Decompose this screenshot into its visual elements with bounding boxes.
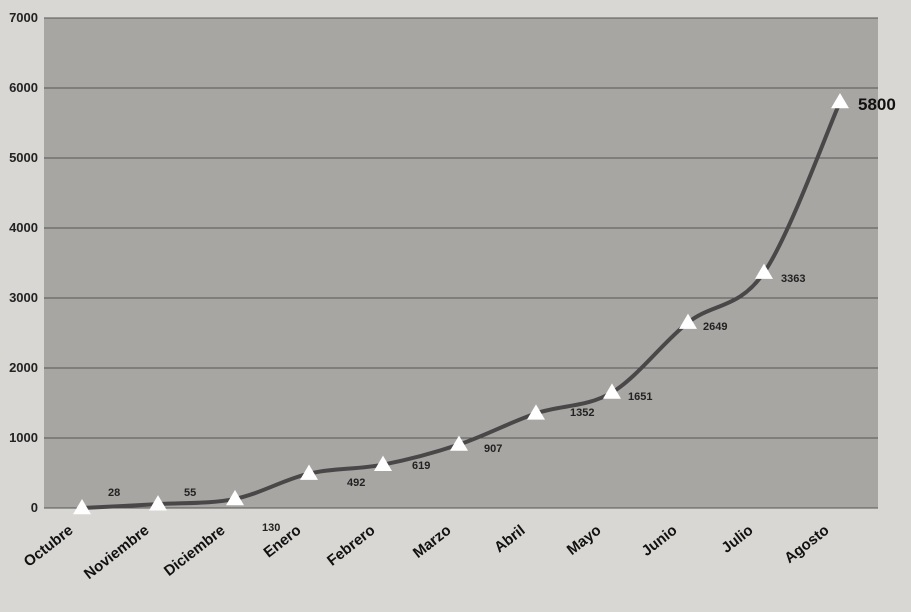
x-tick-label: Julio [718,522,756,557]
y-tick-label: 1000 [9,430,38,445]
x-tick-label: Junio [638,522,680,560]
data-label: 130 [262,522,280,534]
x-tick-label: Noviembre [81,522,153,583]
gridlines [44,17,878,509]
data-point-marker [831,93,849,109]
data-point-marker [226,489,244,506]
data-label: 492 [347,477,365,489]
data-point-marker [755,263,773,279]
y-tick-label: 2000 [9,360,38,375]
data-point-marker [73,499,91,515]
data-point-marker [450,435,468,451]
x-axis-labels: Octubre Noviembre Diciembre Enero Febrero Mar… [21,522,833,583]
x-tick-label: Diciembre [161,522,229,580]
data-point-marker [149,495,167,511]
x-tick-label: Agosto [781,522,832,567]
series-line [80,100,842,510]
x-tick-label: Marzo [410,522,455,562]
y-tick-label: 0 [31,500,38,515]
x-tick-label: Octubre [21,522,77,571]
data-label: 28 [108,487,120,499]
data-labels: 28 55 130 492 619 907 1352 1651 2649 3363 5800 [108,95,896,534]
data-label: 1352 [570,407,594,419]
y-tick-label: 6000 [9,80,38,95]
y-tick-label: 5000 [9,150,38,165]
y-axis-ticks: 0 1000 2000 3000 4000 5000 6000 7000 [9,10,38,515]
data-label: 907 [484,443,502,455]
data-label: 2649 [703,321,727,333]
data-label: 1651 [628,391,652,403]
x-tick-label: Febrero [324,522,378,570]
data-point-marker [603,383,621,399]
data-label: 55 [184,487,196,499]
data-point-marker [679,313,697,329]
plot-area [44,18,878,508]
data-point-marker [374,455,392,471]
data-point-marker [300,464,318,480]
data-markers [73,93,849,515]
x-tick-label: Abril [491,522,528,556]
data-point-marker [527,404,545,420]
y-tick-label: 7000 [9,10,38,25]
y-tick-label: 3000 [9,290,38,305]
y-tick-label: 4000 [9,220,38,235]
data-label: 3363 [781,273,805,285]
data-label: 5800 [858,95,896,114]
x-tick-label: Mayo [564,522,605,559]
data-label: 619 [412,460,430,472]
